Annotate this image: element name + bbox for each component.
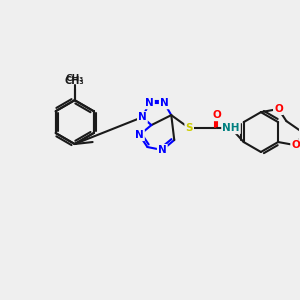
Text: O: O [274, 104, 283, 114]
Text: O: O [213, 110, 221, 120]
Text: N: N [145, 98, 154, 108]
Text: N: N [158, 145, 167, 155]
Text: S: S [185, 123, 193, 133]
Text: N: N [160, 98, 169, 108]
Text: O: O [291, 140, 300, 150]
Text: CH₃: CH₃ [65, 76, 85, 86]
Text: CH₃: CH₃ [66, 74, 84, 83]
Text: N: N [138, 112, 147, 122]
Text: NH: NH [222, 123, 240, 133]
Text: N: N [135, 130, 144, 140]
